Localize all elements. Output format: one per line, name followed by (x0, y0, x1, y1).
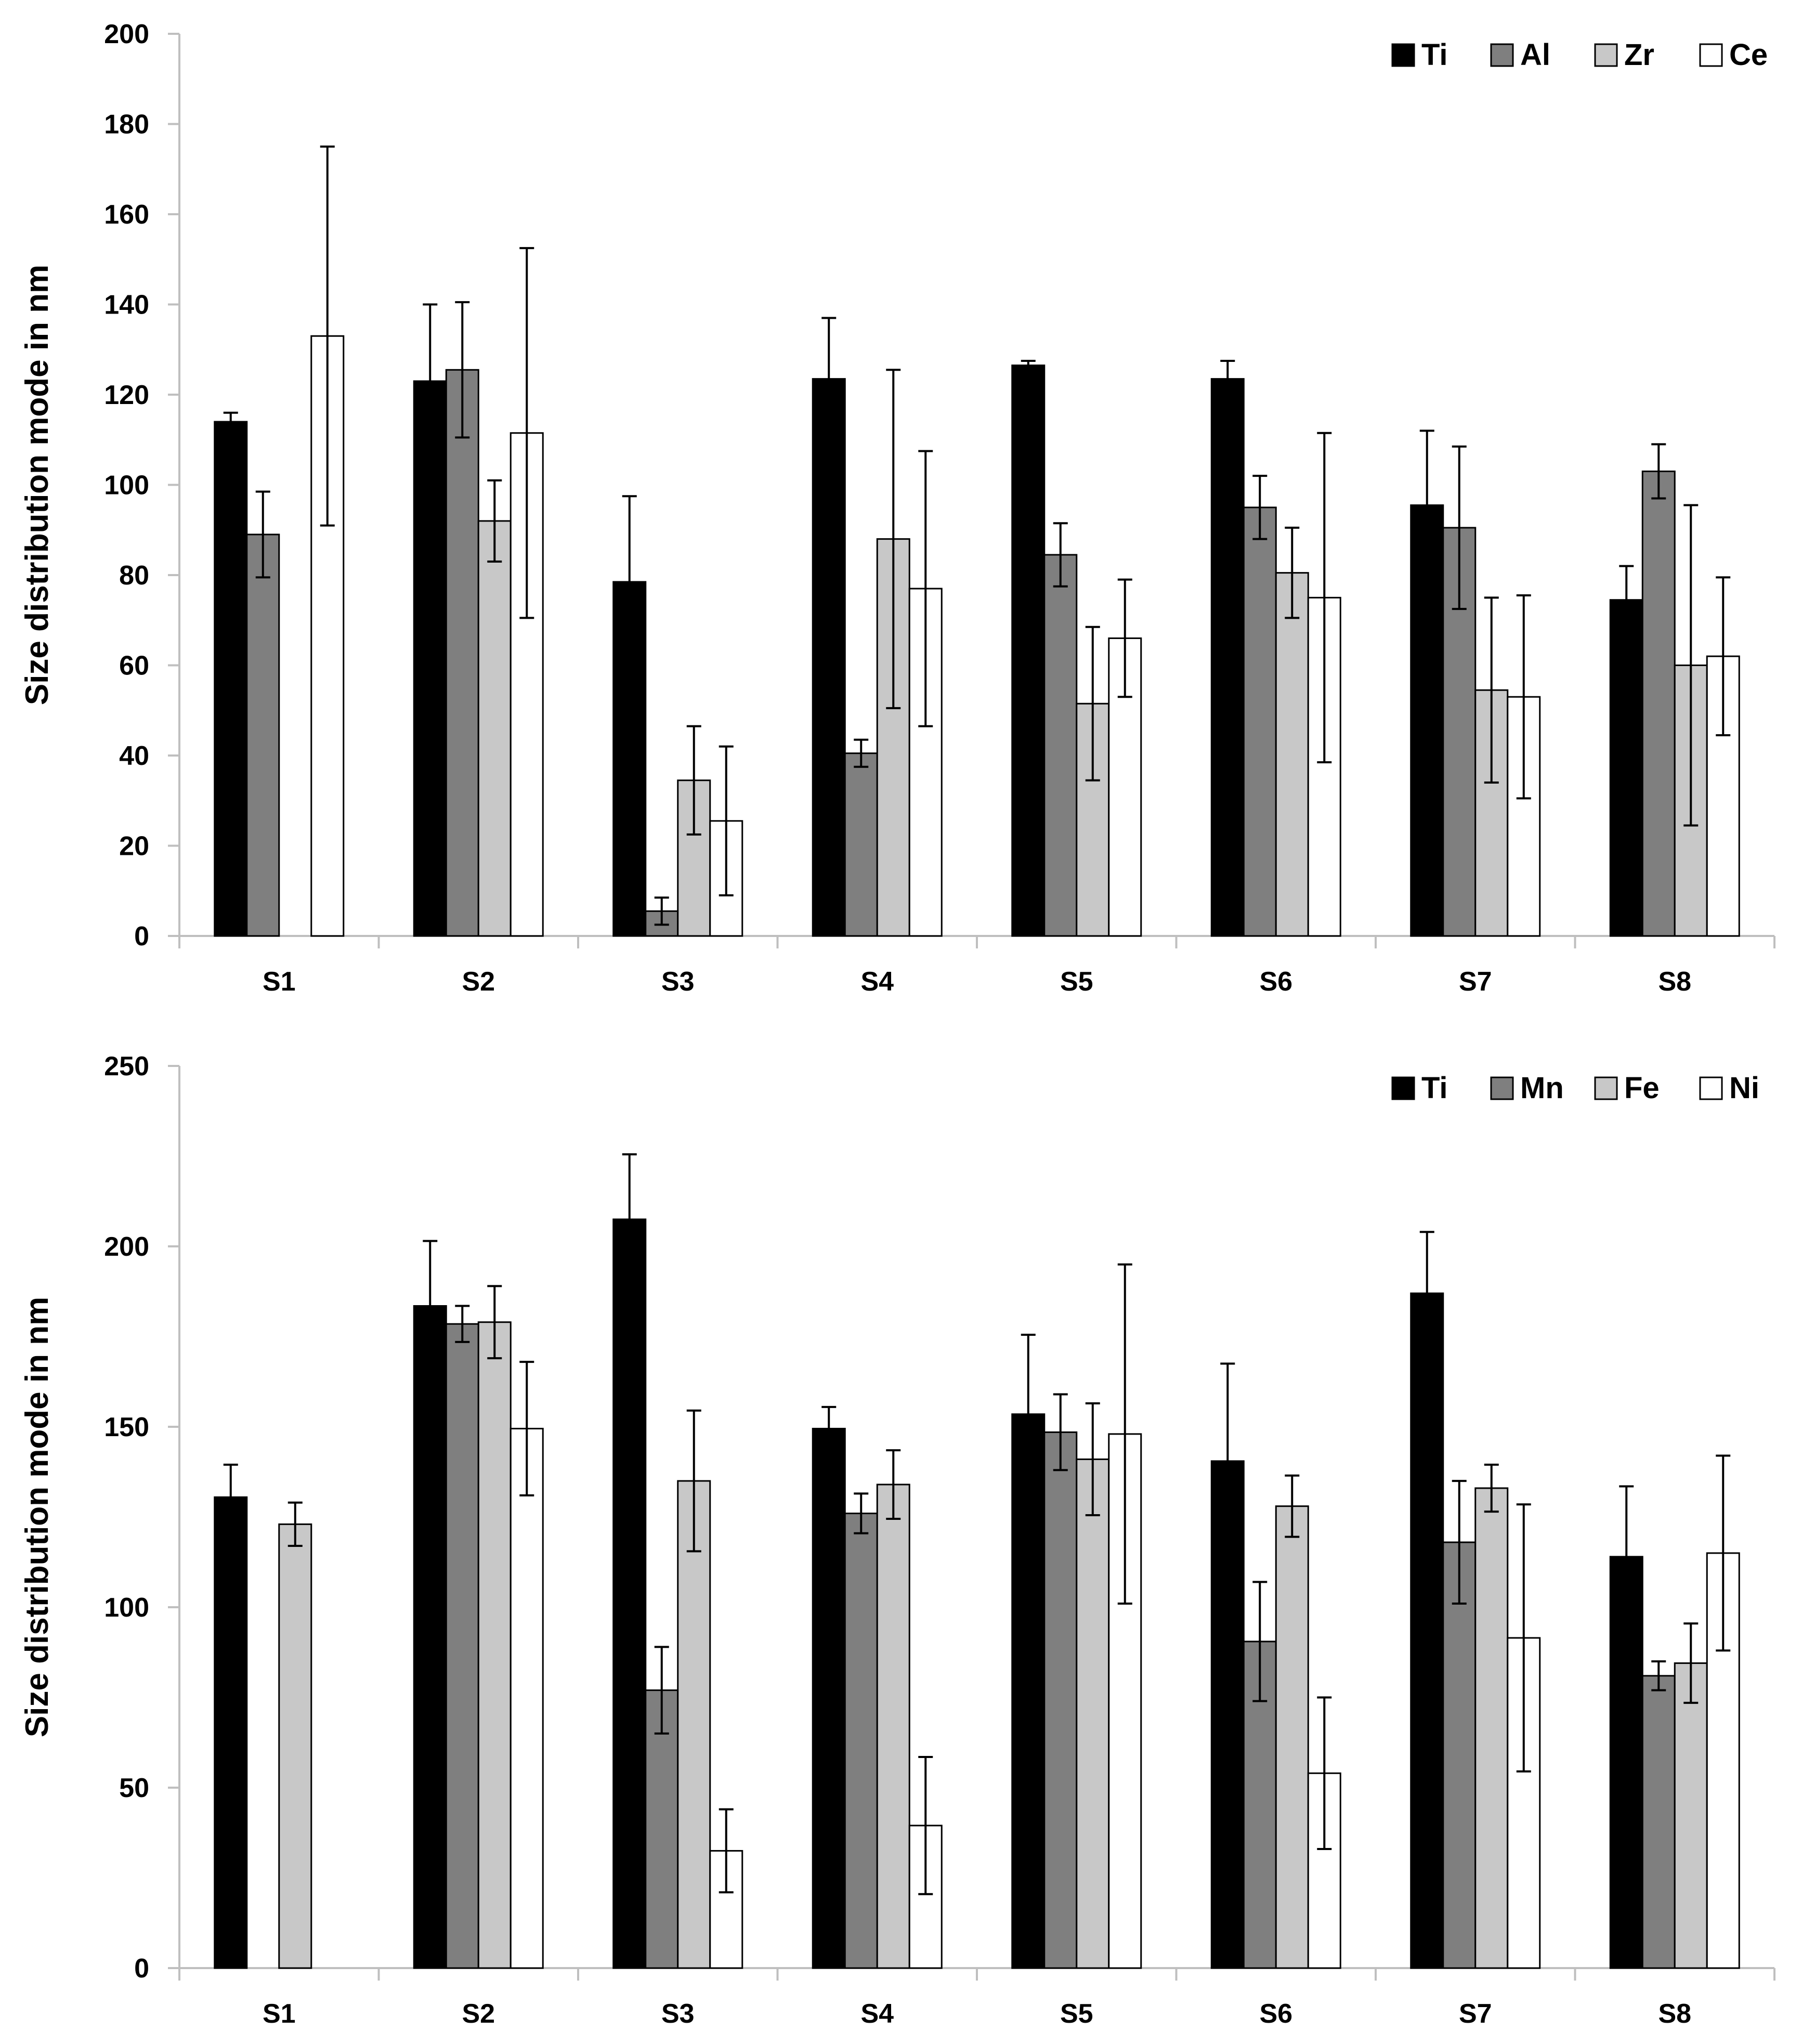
x-tick-label-s8: S8 (1658, 1999, 1691, 2029)
bar-fe-s7 (1474, 1487, 1509, 1969)
legend-label-al: Al (1520, 38, 1550, 72)
x-tick-label-s4: S4 (860, 1999, 894, 2029)
bar-mn-s5 (1043, 1431, 1078, 1969)
bar-al-s2 (445, 369, 479, 937)
bar-ti-s8 (1609, 599, 1643, 937)
y-tick-label: 120 (104, 380, 149, 410)
legend-entry-ti: Ti (1391, 1071, 1448, 1105)
legend-swatch-zr (1594, 43, 1618, 67)
x-tick-label-s4: S4 (860, 967, 894, 997)
bar-mn-s2 (445, 1323, 479, 1969)
y-axis-title: Size distribution mode in nm (19, 1297, 55, 1737)
x-tick-label-s2: S2 (462, 1999, 495, 2029)
bar-mn-s4 (844, 1513, 878, 1969)
bar-mn-s7 (1442, 1541, 1477, 1969)
bar-ti-s2 (413, 380, 447, 937)
bar-fe-s5 (1076, 1458, 1110, 1969)
legend-label-zr: Zr (1624, 38, 1654, 72)
bar-al-s5 (1043, 554, 1078, 937)
y-tick-label: 200 (104, 19, 149, 49)
bar-ni-s5 (1108, 1433, 1142, 1969)
bar-al-s4 (844, 752, 878, 937)
legend-swatch-ti (1391, 1076, 1415, 1100)
x-tick-label-s8: S8 (1658, 967, 1691, 997)
y-tick-label: 200 (104, 1232, 149, 1262)
legend-entry-zr: Zr (1594, 38, 1654, 72)
y-tick-label: 50 (119, 1773, 149, 1803)
legend-swatch-ce (1699, 43, 1723, 67)
bar-zr-s6 (1275, 572, 1309, 937)
legend-swatch-ti (1391, 43, 1415, 67)
legend-entry-mn: Mn (1490, 1071, 1564, 1105)
bar-ti-s7 (1410, 1292, 1444, 1969)
legend-label-mn: Mn (1520, 1071, 1564, 1105)
bar-ce-s6 (1307, 596, 1341, 937)
bar-fe-s6 (1275, 1505, 1309, 1969)
legend-label-ce: Ce (1729, 38, 1768, 72)
bar-ti-s1 (214, 421, 248, 937)
bar-ti-s1 (214, 1496, 248, 1969)
legend-label-ti: Ti (1421, 1071, 1448, 1105)
x-tick-label-s1: S1 (263, 967, 296, 997)
legend-entry-ce: Ce (1699, 38, 1768, 72)
legend-label-fe: Fe (1624, 1071, 1660, 1105)
bar-ti-s4 (812, 1427, 846, 1969)
bar-mn-s8 (1641, 1675, 1676, 1969)
bar-al-s1 (246, 533, 280, 937)
bar-ti-s2 (413, 1305, 447, 1969)
legend-swatch-ni (1699, 1076, 1723, 1100)
legend-label-ni: Ni (1729, 1071, 1759, 1105)
bar-al-s6 (1243, 506, 1277, 937)
legend-entry-ti: Ti (1391, 38, 1448, 72)
bar-fe-s2 (477, 1321, 512, 1969)
bar-fe-s1 (278, 1523, 312, 1969)
bar-ti-s5 (1011, 364, 1046, 937)
bar-fe-s4 (876, 1483, 910, 1969)
bar-fe-s3 (677, 1480, 711, 1969)
bar-ti-s6 (1210, 378, 1245, 937)
y-tick-label: 40 (119, 741, 149, 771)
x-tick-label-s6: S6 (1259, 1999, 1292, 2029)
bar-ce-s4 (908, 588, 943, 937)
legend-swatch-mn (1490, 1076, 1514, 1100)
bar-ti-s5 (1011, 1413, 1046, 1969)
bar-fe-s8 (1674, 1662, 1708, 1969)
y-tick-label: 140 (104, 290, 149, 320)
bar-ni-s2 (510, 1427, 544, 1969)
x-tick-label-s2: S2 (462, 967, 495, 997)
x-tick-label-s3: S3 (661, 1999, 695, 2029)
y-tick-label: 0 (134, 921, 149, 952)
y-tick-label: 100 (104, 1593, 149, 1623)
chart-top: 0 20 40 60 80 100 120 140 160 180 200 S1 S2 S3 S4 S5 S6 S… (19, 19, 1775, 997)
chart-bottom: 0 50 100 150 200 250 S1 S2 S3 S4 S5 S6 S7 S8 Size dist… (19, 1051, 1775, 2029)
legend-swatch-fe (1594, 1076, 1618, 1100)
y-tick-label: 80 (119, 561, 149, 591)
bar-al-s8 (1641, 470, 1676, 937)
x-tick-label-s7: S7 (1459, 967, 1492, 997)
x-tick-label-s6: S6 (1259, 967, 1292, 997)
y-axis-title: Size distribution mode in nm (19, 265, 55, 705)
y-tick-label: 0 (134, 1954, 149, 1984)
y-tick-label: 60 (119, 651, 149, 681)
bar-ti-s4 (812, 378, 846, 937)
bar-zr-s2 (477, 520, 512, 937)
y-tick-label: 250 (104, 1051, 149, 1082)
y-tick-label: 100 (104, 471, 149, 501)
x-tick-label-s3: S3 (661, 967, 695, 997)
y-tick-label: 180 (104, 110, 149, 140)
legend-swatch-al (1490, 43, 1514, 67)
legend-entry-ni: Ni (1699, 1071, 1759, 1105)
legend-entry-fe: Fe (1594, 1071, 1660, 1105)
bar-ti-s3 (612, 1218, 647, 1969)
y-tick-label: 160 (104, 200, 149, 230)
y-tick-label: 20 (119, 831, 149, 862)
y-tick-label: 150 (104, 1412, 149, 1442)
x-tick-label-s5: S5 (1060, 967, 1093, 997)
x-tick-label-s7: S7 (1459, 1999, 1492, 2029)
x-tick-label-s5: S5 (1060, 1999, 1093, 2029)
legend-label-ti: Ti (1421, 38, 1448, 72)
legend-entry-al: Al (1490, 38, 1550, 72)
x-tick-label-s1: S1 (263, 1999, 296, 2029)
